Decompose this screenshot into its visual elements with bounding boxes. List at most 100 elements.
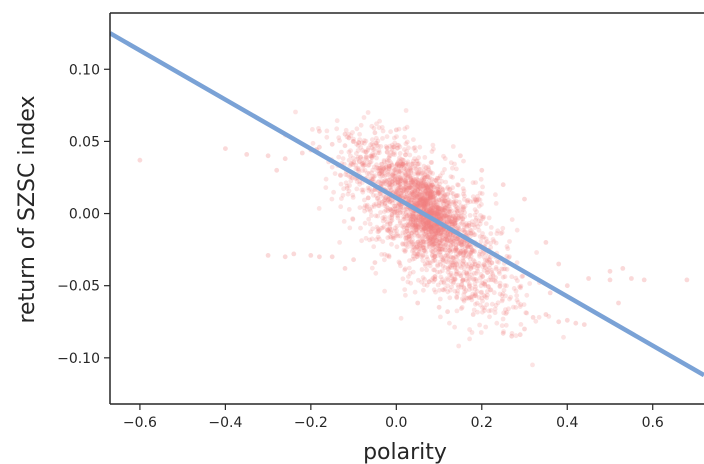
data-point [493,192,498,198]
data-point [390,206,396,212]
data-point [443,198,448,204]
data-point [424,224,429,230]
data-point [472,249,477,255]
data-point [362,149,367,155]
data-point [379,252,384,257]
data-point [427,190,433,196]
data-point [476,295,482,300]
data-point [456,259,462,264]
data-point [392,135,397,141]
data-point [452,258,457,264]
data-point [357,181,363,187]
data-point [392,228,397,234]
data-point [374,165,379,170]
data-point [386,253,392,259]
data-point [427,183,433,188]
data-point [377,191,383,196]
data-point [411,244,417,250]
data-point [395,203,401,209]
data-point [244,152,250,157]
data-point [414,254,420,259]
data-point [616,300,621,306]
data-point [390,208,395,213]
data-point [472,286,478,292]
data-point [440,287,446,293]
data-point [440,277,445,283]
data-point [402,185,408,190]
data-point [341,186,346,192]
data-point [400,188,405,194]
data-point [453,272,459,277]
data-point [475,309,480,315]
data-point [437,227,443,233]
data-point [445,203,451,209]
data-point [480,234,485,240]
data-point [459,239,465,245]
data-point [437,231,442,237]
data-point [410,177,416,183]
data-point [461,205,466,211]
data-point [428,183,434,189]
data-point [408,219,414,225]
data-point [370,177,375,183]
data-point [403,248,408,254]
data-point [364,158,370,163]
data-point [344,134,350,140]
data-point [462,210,467,216]
data-point [448,243,454,248]
data-point [444,276,450,281]
data-point [422,217,428,222]
data-point [365,163,371,168]
data-point [490,271,496,277]
data-point [426,191,431,197]
data-point [461,298,467,304]
data-point [428,225,433,231]
data-point [470,291,476,297]
data-point [437,215,442,221]
data-point [420,245,426,251]
data-point [441,258,447,264]
data-point [437,209,442,215]
data-point [471,264,476,270]
data-point [432,254,437,260]
axes [109,12,704,405]
data-point [405,161,411,167]
data-point [412,289,418,295]
data-point [469,297,475,303]
data-point [439,237,445,243]
data-point [408,170,414,176]
data-point [468,231,474,236]
data-point [436,208,442,214]
data-point [441,198,447,203]
data-point [422,184,428,190]
data-point [406,239,411,245]
data-point [402,134,408,140]
data-point [418,201,424,207]
data-point [440,190,446,195]
data-point [401,225,407,231]
data-point [395,145,401,151]
data-point [356,167,361,173]
data-point [401,214,406,220]
data-point [422,192,428,197]
data-point [386,153,392,159]
data-point [356,140,362,146]
data-point [467,249,473,255]
data-point [469,263,474,269]
data-point [415,177,420,182]
data-point [426,232,432,238]
data-point [489,270,494,275]
data-point [420,192,425,198]
data-point [437,231,443,237]
data-point [371,125,377,131]
data-point [385,198,391,203]
data-point [379,161,384,167]
data-point [416,251,421,257]
data-point [406,182,412,188]
data-point [428,194,434,200]
data-point [448,218,454,224]
data-point [453,268,459,274]
data-point [391,168,397,174]
data-point [410,158,416,164]
data-point [430,202,436,208]
